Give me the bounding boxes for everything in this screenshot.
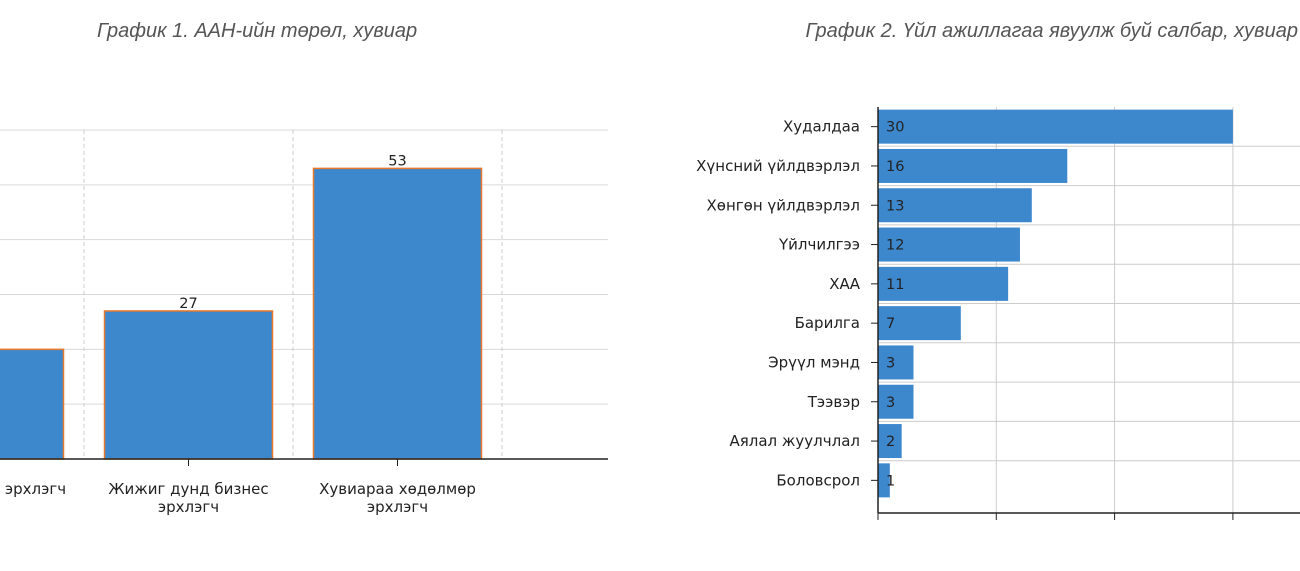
c2-y-tick-label: Худалдаа xyxy=(783,118,860,136)
c1-x-tick-label: эрхлэгч xyxy=(367,498,428,516)
c2-y-tick-label: Аялал жуулчлал xyxy=(729,432,860,450)
c1-x-tick-label: Хувиараа хөдөлмөр xyxy=(319,480,476,498)
c2-data-label: 2 xyxy=(886,434,895,450)
c2-y-tick-label: ХАА xyxy=(829,275,861,293)
c2-data-label: 3 xyxy=(886,395,895,411)
c2-bar xyxy=(878,266,1009,301)
c2-data-label: 30 xyxy=(886,120,904,136)
c2-bar xyxy=(878,227,1020,262)
c1-bar xyxy=(103,310,274,460)
c2-y-tick-label: Барилга xyxy=(795,314,860,332)
c1-x-tick-label: Жижиг дунд бизнес xyxy=(108,480,268,498)
c2-bar xyxy=(878,463,890,498)
c2-y-tick-label: Хүнсний үйлдвэрлэл xyxy=(696,157,860,175)
c2-y-tick-label: Үйлчилгээ xyxy=(778,236,860,254)
c2-bar xyxy=(878,384,914,419)
c2-data-label: 1 xyxy=(886,473,895,489)
c1-data-label: 53 xyxy=(388,153,406,169)
c2-data-label: 3 xyxy=(886,355,895,371)
c1-data-label: 27 xyxy=(179,296,197,312)
c2-y-tick-label: Эрүүл мэнд xyxy=(768,353,860,371)
c1-bar xyxy=(0,348,65,460)
c1-bar xyxy=(312,167,483,460)
c2-bar xyxy=(878,345,914,380)
c2-bar xyxy=(878,109,1233,144)
c2-data-label: 12 xyxy=(886,238,904,254)
chart2-title: График 2. Үйл ажиллагаа явуулж буй салба… xyxy=(805,20,1298,42)
c2-data-label: 13 xyxy=(886,198,904,214)
c2-bar xyxy=(878,148,1068,183)
c2-bar xyxy=(878,306,961,341)
c2-y-tick-label: Хөнгөн үйлдвэрлэл xyxy=(707,196,860,214)
c2-bar xyxy=(878,188,1032,223)
c2-data-label: 11 xyxy=(886,277,904,293)
c2-y-tick-label: Боловсрол xyxy=(776,471,860,489)
chart1-title: График 1. ААН-ийн төрөл, хувиар xyxy=(97,20,418,42)
c2-data-label: 7 xyxy=(886,316,895,332)
c2-data-label: 16 xyxy=(886,159,904,175)
c1-x-tick-label: Бичил бизнес эрхлэгч xyxy=(0,480,66,498)
c2-y-tick-label: Тээвэр xyxy=(807,393,860,411)
c2-bar xyxy=(878,424,902,459)
c1-x-tick-label: эрхлэгч xyxy=(158,498,219,516)
